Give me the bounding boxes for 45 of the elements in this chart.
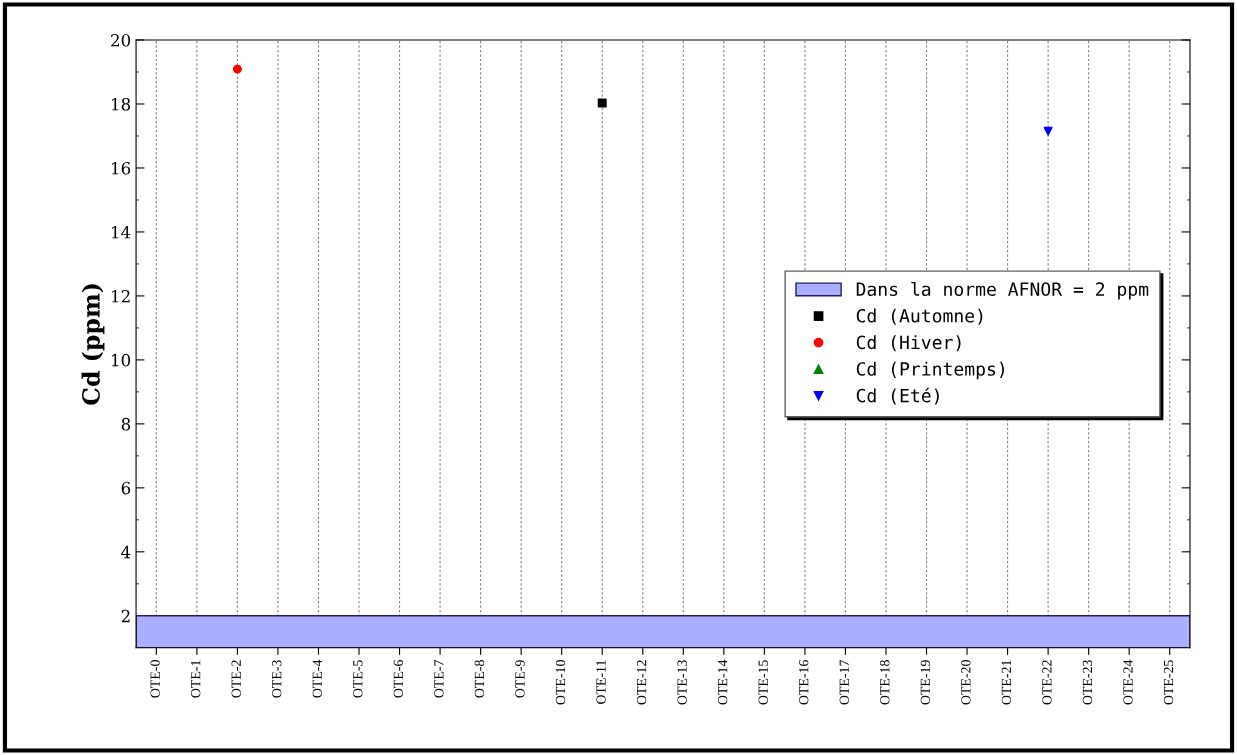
legend-label: Dans la norme AFNOR = 2 ppm [856, 281, 1149, 300]
x-tick-label: OTE-25 [1163, 660, 1174, 705]
x-tick-label: OTE-18 [880, 660, 890, 705]
x-tick-label: OTE-3 [272, 660, 282, 698]
x-tick-label: OTE-8 [474, 660, 485, 698]
point [597, 98, 607, 108]
point [1043, 126, 1053, 136]
y-tick-label: 2 [121, 609, 130, 623]
x-tick-label: OTE-0 [150, 660, 160, 698]
x-tick-label: OTE-23 [1082, 660, 1093, 705]
y-tick-label: 6 [121, 481, 131, 495]
x-tick-label: OTE-15 [758, 660, 768, 705]
y-axis-title: Cd (ppm) [81, 284, 105, 405]
y-tick-label: 4 [121, 545, 131, 559]
legend-label: Cd (Eté) [856, 387, 939, 405]
x-tick-label: OTE-5 [353, 660, 363, 698]
x-tick-label: OTE-4 [312, 659, 322, 698]
x-tick-label: OTE-20 [961, 660, 971, 705]
y-tick-label: 16 [112, 161, 131, 175]
y-tick-label: 8 [121, 417, 131, 431]
x-tick-label: OTE-13 [677, 660, 687, 705]
x-tick-label: OTE-21 [1001, 660, 1012, 705]
legend-label: Cd (Hiver) [856, 335, 961, 352]
legend-label: Cd (Automne) [856, 308, 983, 325]
x-tick-label: OTE-7 [434, 659, 444, 698]
x-tick-label: OTE-24 [1123, 659, 1133, 705]
x-tick-label: OTE-16 [799, 660, 809, 705]
y-tick-label: 14 [112, 225, 131, 239]
x-tick-label: OTE-17 [839, 659, 849, 705]
x-tick-label: OTE-1 [191, 660, 201, 698]
y-tick-label: 18 [112, 97, 131, 111]
y-tick-label: 10 [112, 353, 131, 367]
x-tick-label: OTE-10 [555, 660, 566, 705]
point [232, 64, 242, 74]
x-tick-label: OTE-2 [231, 660, 241, 698]
x-tick-label: OTE-11 [596, 660, 606, 705]
x-tick-label: OTE-22 [1042, 660, 1052, 705]
x-tick-label: OTE-14 [717, 659, 728, 705]
y-tick-label: 12 [112, 289, 130, 303]
x-tick-label: OTE-6 [393, 660, 404, 698]
x-tick-label: OTE-12 [636, 660, 647, 705]
x-tick-label: OTE-19 [920, 660, 930, 705]
legend-label: Cd (Printemps) [856, 361, 1004, 380]
y-tick-label: 20 [111, 33, 131, 47]
x-tick-label: OTE-9 [515, 660, 525, 698]
